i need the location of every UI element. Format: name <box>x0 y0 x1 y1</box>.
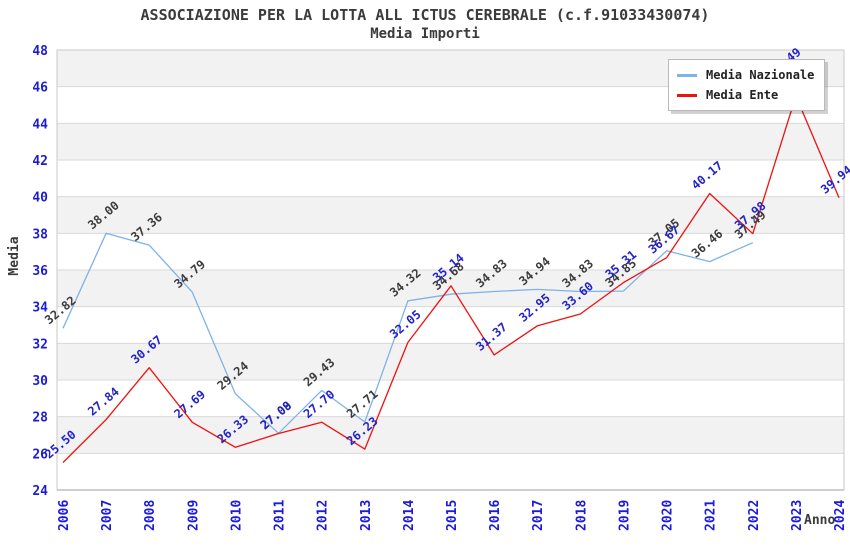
x-tick-label: 2014 <box>402 500 417 531</box>
x-tick-label: 2010 <box>229 500 244 531</box>
y-tick-label: 38 <box>32 227 48 242</box>
x-tick-label: 2018 <box>574 500 589 531</box>
x-tick-label: 2021 <box>704 500 719 531</box>
plot-band <box>57 453 844 490</box>
x-tick-label: 2007 <box>100 500 115 531</box>
y-tick-label: 24 <box>32 484 48 499</box>
y-tick-label: 26 <box>32 447 48 462</box>
plot-band <box>57 416 844 454</box>
x-tick-label: 2019 <box>617 500 632 531</box>
x-axis-title: Anno <box>804 513 836 528</box>
plot-band <box>57 123 844 160</box>
plot-band <box>57 343 844 380</box>
y-tick-label: 34 <box>32 301 48 316</box>
x-tick-label: 2008 <box>143 500 158 531</box>
y-tick-label: 36 <box>32 264 48 279</box>
y-tick-label: 44 <box>32 117 48 132</box>
x-tick-label: 2022 <box>747 500 762 531</box>
x-tick-label: 2009 <box>186 500 201 531</box>
legend-label-media-ente: Media Ente <box>706 88 779 102</box>
x-tick-label: 2024 <box>833 500 848 531</box>
line-swatch-media-ente <box>677 93 697 97</box>
plot-band <box>57 233 844 270</box>
x-tick-label: 2006 <box>57 500 72 531</box>
plot-band <box>57 196 844 234</box>
y-tick-label: 32 <box>32 337 48 352</box>
y-tick-label: 46 <box>32 81 48 96</box>
plot-band <box>57 306 844 344</box>
x-tick-label: 2011 <box>273 500 288 531</box>
plot-band <box>57 160 844 197</box>
chart-title: ASSOCIAZIONE PER LA LOTTA ALL ICTUS CERE… <box>140 6 710 24</box>
y-tick-label: 42 <box>32 154 48 169</box>
legend-item-media-ente: Media Ente <box>677 85 814 105</box>
x-tick-label: 2012 <box>316 500 331 531</box>
plot-band <box>57 380 844 417</box>
x-tick-label: 2023 <box>790 500 805 531</box>
chart-subtitle: Media Importi <box>370 26 480 42</box>
x-tick-label: 2016 <box>488 500 503 531</box>
x-tick-label: 2013 <box>359 500 374 531</box>
y-tick-label: 48 <box>32 44 48 59</box>
legend-label-media-nazionale: Media Nazionale <box>706 68 815 82</box>
media-ente-line <box>62 95 840 463</box>
line-swatch-media-nazionale <box>677 73 697 77</box>
x-tick-label: 2015 <box>445 500 460 531</box>
y-tick-label: 28 <box>32 411 48 426</box>
legend-item-media-nazionale: Media Nazionale <box>677 65 814 85</box>
y-tick-label: 40 <box>32 191 48 206</box>
legend: Media Nazionale Media Ente <box>668 59 826 111</box>
x-tick-label: 2020 <box>661 500 676 531</box>
x-tick-label: 2017 <box>531 500 546 531</box>
y-tick-label: 30 <box>32 374 48 389</box>
media-nazionale-line <box>62 232 754 434</box>
